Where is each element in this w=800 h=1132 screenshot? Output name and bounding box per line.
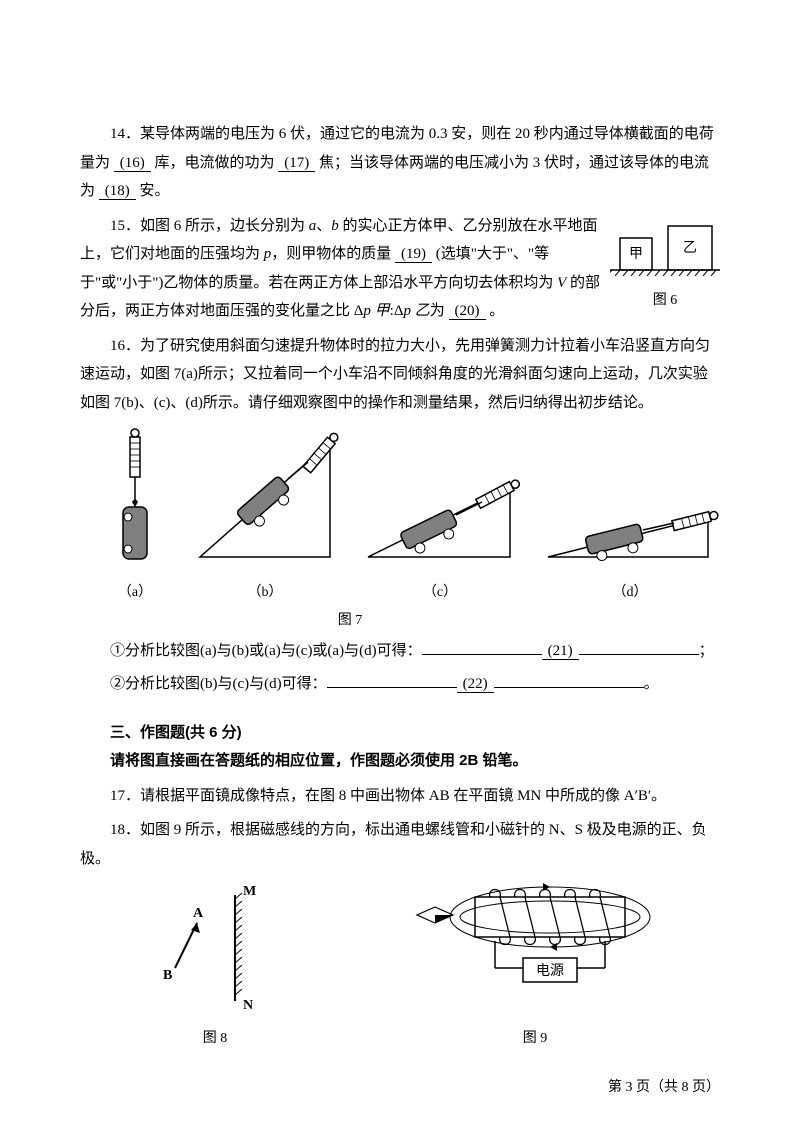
figure-6-caption: 图 6 bbox=[610, 288, 720, 315]
svg-text:甲: 甲 bbox=[629, 247, 643, 262]
figure-7c: （c） bbox=[360, 447, 520, 606]
blank-16: (16) bbox=[114, 155, 151, 172]
figure-9-caption: 图 9 bbox=[415, 1026, 655, 1053]
question-16: 16．为了研究使用斜面匀速提升物体时的拉力大小，先用弹簧测力计拉着小车沿竖直方向… bbox=[80, 332, 720, 418]
figure-7d: （d） bbox=[540, 467, 720, 606]
blank-21: (21) bbox=[542, 643, 579, 660]
svg-text:电源: 电源 bbox=[536, 963, 564, 979]
blank-20: (20) bbox=[449, 303, 486, 320]
blank-17: (17) bbox=[278, 155, 315, 172]
question-14: 14．某导体两端的电压为 6 伏，通过它的电流为 0.3 安，则在 20 秒内通… bbox=[80, 120, 720, 206]
q14-u16: 库，电流做的功为 bbox=[155, 155, 275, 171]
figure-9: 电源 图 9 bbox=[415, 883, 655, 1052]
q16-analysis-2: ②分析比较图(b)与(c)与(d)可得：(22)。 bbox=[110, 668, 720, 701]
section-3-title: 三、作图题(共 6 分) bbox=[80, 719, 720, 748]
svg-text:乙: 乙 bbox=[683, 240, 697, 256]
svg-text:A: A bbox=[193, 906, 204, 921]
figure-6-svg: 甲 乙 bbox=[610, 216, 720, 276]
blank-19: (19) bbox=[395, 246, 432, 263]
q14-end: 安。 bbox=[140, 183, 170, 199]
svg-text:B: B bbox=[163, 968, 172, 983]
figure-7: （a） （b） bbox=[100, 427, 720, 606]
figure-8-caption: 图 8 bbox=[145, 1026, 285, 1053]
blank-18: (18) bbox=[99, 183, 136, 200]
q16-analysis-1: ①分析比较图(a)与(b)或(a)与(c)或(a)与(d)可得：(21)； bbox=[110, 635, 720, 668]
svg-text:M: M bbox=[243, 884, 256, 899]
figure-bottom-row: M N A B 图 8 bbox=[80, 883, 720, 1052]
blank-22: (22) bbox=[457, 676, 494, 693]
figure-6: 甲 乙 图 6 bbox=[610, 216, 720, 315]
svg-text:N: N bbox=[243, 998, 253, 1013]
section-3-note: 请将图直接画在答题纸的相应位置，作图题必须使用 2B 铅笔。 bbox=[80, 747, 720, 776]
question-18: 18．如图 9 所示，根据磁感线的方向，标出通电螺线管和小磁针的 N、S 极及电… bbox=[80, 816, 720, 873]
question-17: 17．请根据平面镜成像特点，在图 8 中画出物体 AB 在平面镜 MN 中所成的… bbox=[80, 782, 720, 811]
figure-8: M N A B 图 8 bbox=[145, 883, 285, 1052]
page-footer: 第 3 页（共 8 页） bbox=[608, 1075, 720, 1102]
figure-7b: （b） bbox=[190, 427, 340, 606]
figure-7a: （a） bbox=[100, 427, 170, 606]
figure-7-caption: 图 7 bbox=[0, 608, 720, 635]
